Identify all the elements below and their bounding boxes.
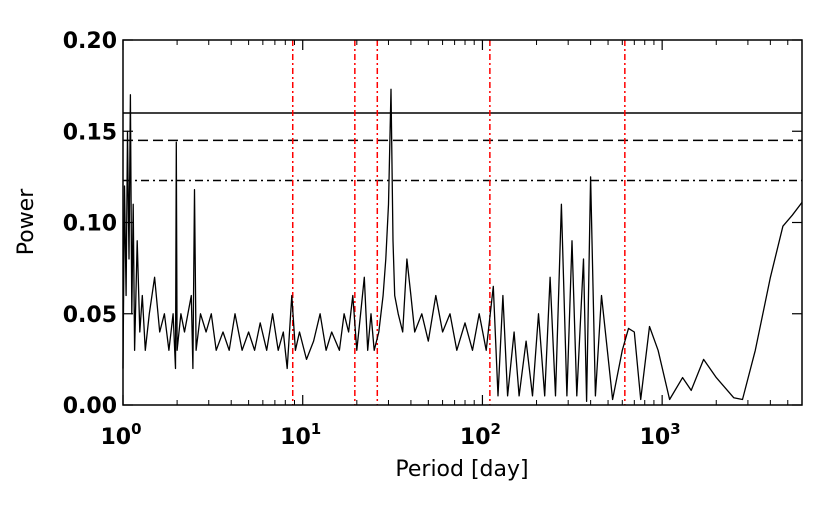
y-tick-label: 0.10 (63, 212, 117, 237)
plot-frame (122, 39, 803, 406)
x-tick-label: 101 (280, 420, 321, 450)
x-tick-label: 103 (640, 420, 681, 450)
x-tick-label: 100 (100, 420, 141, 450)
y-tick-label: 0.05 (63, 303, 117, 328)
y-axis-title: Power (14, 188, 39, 255)
y-tick-label: 0.00 (63, 394, 117, 419)
power-series-line (122, 88, 803, 403)
y-tick-label: 0.15 (63, 120, 117, 145)
y-tick-label: 0.20 (63, 29, 117, 54)
x-axis-title: Period [day] (395, 457, 528, 482)
x-tick-label: 102 (460, 420, 501, 450)
